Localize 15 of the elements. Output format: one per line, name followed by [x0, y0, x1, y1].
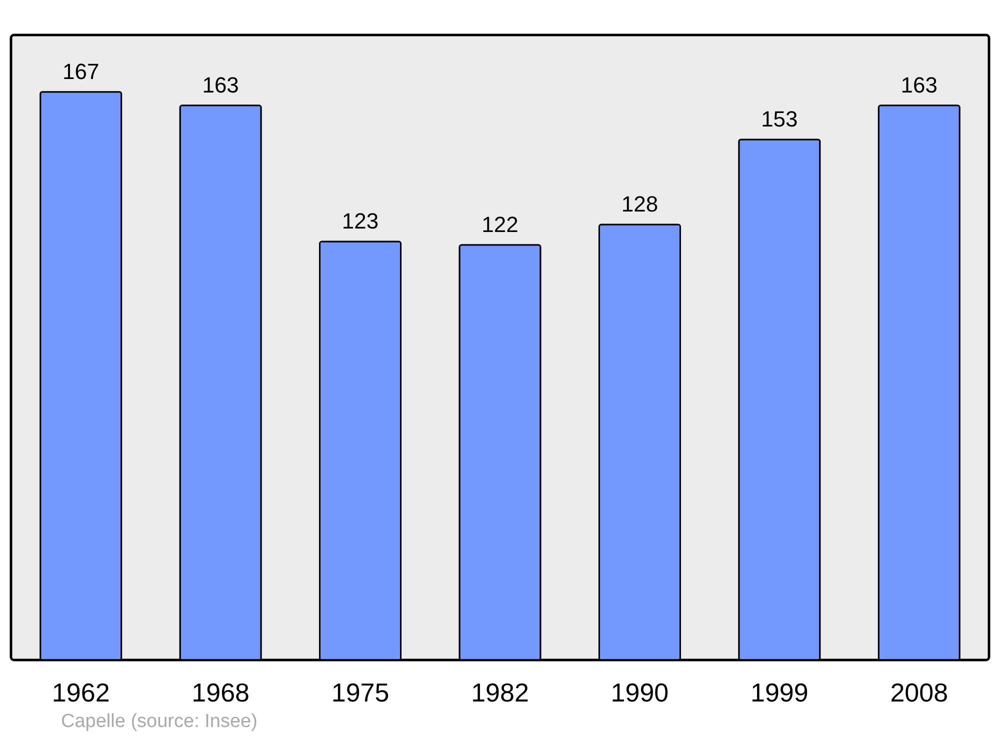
x-tick-label: 2008 — [890, 678, 948, 708]
x-tick-label: 1962 — [52, 678, 110, 708]
data-label: 123 — [342, 208, 379, 234]
x-tick-label: 1999 — [750, 678, 808, 708]
data-label: 167 — [62, 58, 100, 84]
x-tick-label: 1975 — [331, 678, 390, 708]
x-tick-label: 1968 — [192, 678, 250, 708]
x-tick-label: 1990 — [610, 678, 669, 708]
text: Capelle (source: Insee) — [61, 711, 258, 732]
data-label: 163 — [900, 72, 938, 98]
data-label: 153 — [761, 106, 798, 132]
data-label: 128 — [621, 192, 658, 217]
x-tick-label: 1982 — [471, 678, 529, 708]
data-label: 122 — [482, 212, 518, 237]
data-label: 163 — [202, 72, 239, 98]
